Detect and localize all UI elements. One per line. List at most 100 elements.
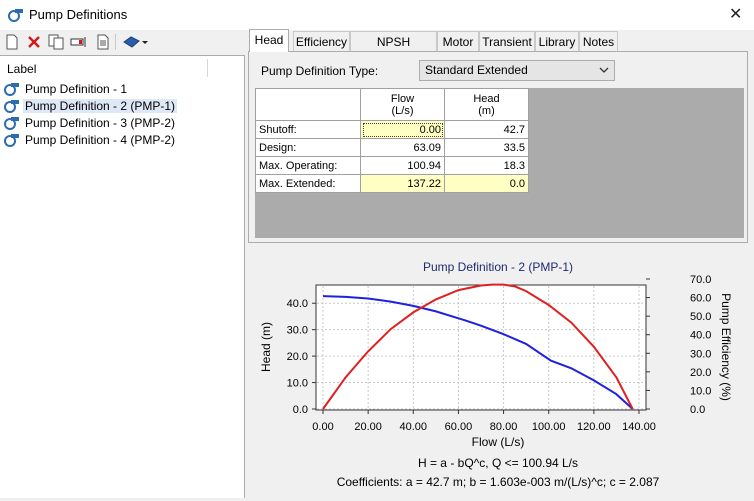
head-cell[interactable]: 18.3 xyxy=(444,156,529,175)
toolbar-divider xyxy=(115,34,116,50)
definition-type-value: Standard Extended xyxy=(425,63,528,77)
axis-ticks: 0.00 20.00 40.00 60.00 80.00 100.00 120.00 140.… xyxy=(287,274,712,433)
window-title: Pump Definitions xyxy=(29,7,128,22)
list-item-label: Pump Definition - 1 xyxy=(25,81,128,96)
y2-tick-label: 40.0 xyxy=(690,330,711,342)
y2-axis-label: Pump Efficiency (%) xyxy=(719,293,733,401)
x-tick-label: 100.00 xyxy=(532,421,566,433)
close-icon[interactable]: ✕ xyxy=(729,6,743,23)
head-header-line2: (m) xyxy=(478,104,495,117)
column-header-flow[interactable]: Flow (L/s) xyxy=(360,88,445,121)
list-item[interactable]: Pump Definition - 4 (PMP-2) xyxy=(4,131,177,148)
table-row: Design: 63.09 33.5 xyxy=(255,138,529,157)
head-points-grid: Flow (L/s) Head (m) Shutoff: 0.00 42.7 Des… xyxy=(255,88,744,238)
list-item-label: Pump Definition - 2 (PMP-1) xyxy=(23,98,178,113)
y-axis-label: Head (m) xyxy=(259,322,273,372)
label-column-header[interactable]: Label xyxy=(7,62,37,76)
x-tick-label: 80.00 xyxy=(490,421,518,433)
pump-definition-icon xyxy=(4,99,19,113)
y2-tick-label: 0.0 xyxy=(690,404,705,416)
series-layer xyxy=(322,283,634,410)
list-item-label: Pump Definition - 4 (PMP-2) xyxy=(25,132,176,147)
head-cell[interactable]: 33.5 xyxy=(444,138,529,157)
flow-cell[interactable]: 137.22 xyxy=(360,174,445,193)
list-item[interactable]: Pump Definition - 3 (PMP-2) xyxy=(4,114,177,131)
y2-tick-label: 20.0 xyxy=(690,367,711,379)
y-tick-label: 30.0 xyxy=(287,325,308,337)
delete-icon[interactable] xyxy=(25,33,43,51)
pump-curve-chart: Pump Definition - 2 (PMP-1) 0.00 20.00 40.… xyxy=(259,260,733,489)
corner-header xyxy=(255,88,361,121)
flow-header-line1: Flow xyxy=(390,92,415,105)
rename-icon[interactable] xyxy=(70,33,88,51)
table-row: Max. Extended: 137.22 0.0 xyxy=(255,174,529,193)
y2-tick-label: 50.0 xyxy=(690,311,711,323)
tab-library[interactable]: Library xyxy=(535,31,579,52)
efficiency-curve-line xyxy=(322,283,634,410)
table-header-row: Flow (L/s) Head (m) xyxy=(255,88,529,121)
head-curve-line xyxy=(322,295,634,410)
curve-coefficients: Coefficients: a = 42.7 m; b = 1.603e-003… xyxy=(337,475,660,489)
column-separator[interactable] xyxy=(207,59,208,77)
tab-notes[interactable]: Notes xyxy=(579,31,618,52)
row-label: Shutoff: xyxy=(255,120,361,139)
pump-app-icon xyxy=(8,9,23,22)
plot-area xyxy=(315,284,647,411)
column-header-head[interactable]: Head (m) xyxy=(444,88,529,121)
head-cell[interactable]: 42.7 xyxy=(444,120,529,139)
y2-tick-label: 10.0 xyxy=(690,385,711,397)
definition-type-label: Pump Definition Type: xyxy=(261,64,379,78)
y-tick-label: 10.0 xyxy=(287,378,308,390)
pump-curve-chart-panel: Pump Definition - 2 (PMP-1) 0.00 20.00 40.… xyxy=(248,252,748,498)
head-header-line1: Head xyxy=(473,92,500,105)
tab-transient[interactable]: Transient xyxy=(479,31,535,52)
list-item[interactable]: Pump Definition - 2 (PMP-1) xyxy=(4,97,178,114)
x-axis-label: Flow (L/s) xyxy=(472,435,525,449)
table-row: Max. Operating: 100.94 18.3 xyxy=(255,156,529,175)
tab-efficiency[interactable]: Efficiency xyxy=(293,31,350,52)
definition-type-select[interactable]: Standard Extended xyxy=(419,60,615,81)
flow-cell[interactable]: 63.09 xyxy=(360,138,445,157)
new-icon[interactable] xyxy=(3,33,21,51)
y-tick-label: 20.0 xyxy=(287,351,308,363)
flow-cell[interactable]: 100.94 xyxy=(360,156,445,175)
flow-cell[interactable]: 0.00 xyxy=(360,120,445,139)
chart-title: Pump Definition - 2 (PMP-1) xyxy=(423,260,573,274)
definitions-list-panel: Label Pump Definition - 1 Pump Definitio… xyxy=(0,55,245,498)
pump-definition-icon xyxy=(4,133,19,147)
x-tick-label: 60.00 xyxy=(445,421,473,433)
x-tick-label: 140.00 xyxy=(622,421,656,433)
row-label: Max. Operating: xyxy=(255,156,361,175)
y-tick-label: 0.0 xyxy=(293,404,308,416)
tab-head[interactable]: Head xyxy=(249,29,289,52)
head-points-table: Flow (L/s) Head (m) Shutoff: 0.00 42.7 Des… xyxy=(255,88,529,193)
x-tick-label: 120.00 xyxy=(577,421,611,433)
toolbar xyxy=(0,30,246,54)
flow-header-line2: (L/s) xyxy=(391,104,414,117)
tab-motor[interactable]: Motor xyxy=(437,31,479,52)
title-bar: Pump Definitions ✕ xyxy=(0,0,754,30)
tab-npsh-required[interactable]: NPSH Required xyxy=(350,31,437,69)
row-label: Design: xyxy=(255,138,361,157)
x-tick-label: 0.00 xyxy=(312,421,333,433)
y2-tick-label: 70.0 xyxy=(690,274,711,286)
chevron-down-icon xyxy=(599,67,609,73)
curve-equation: H = a - bQ^c, Q <= 100.94 L/s xyxy=(418,456,578,470)
pump-definition-icon xyxy=(4,116,19,130)
table-row: Shutoff: 0.00 42.7 xyxy=(255,120,529,139)
y-tick-label: 40.0 xyxy=(287,298,308,310)
y2-tick-label: 60.0 xyxy=(690,293,711,305)
x-tick-label: 40.00 xyxy=(400,421,428,433)
list-item-label: Pump Definition - 3 (PMP-2) xyxy=(25,115,176,130)
pump-definition-icon xyxy=(4,82,19,96)
report-icon[interactable] xyxy=(94,33,112,51)
y2-tick-label: 30.0 xyxy=(690,348,711,360)
duplicate-icon[interactable] xyxy=(47,33,65,51)
list-item[interactable]: Pump Definition - 1 xyxy=(4,80,129,97)
head-tab-page: Pump Definition Type: Standard Extended … xyxy=(248,51,748,243)
x-tick-label: 20.00 xyxy=(354,421,382,433)
grid-lines xyxy=(317,286,645,410)
head-cell[interactable]: 0.0 xyxy=(444,174,529,193)
row-label: Max. Extended: xyxy=(255,174,361,193)
library-icon[interactable] xyxy=(121,33,149,51)
